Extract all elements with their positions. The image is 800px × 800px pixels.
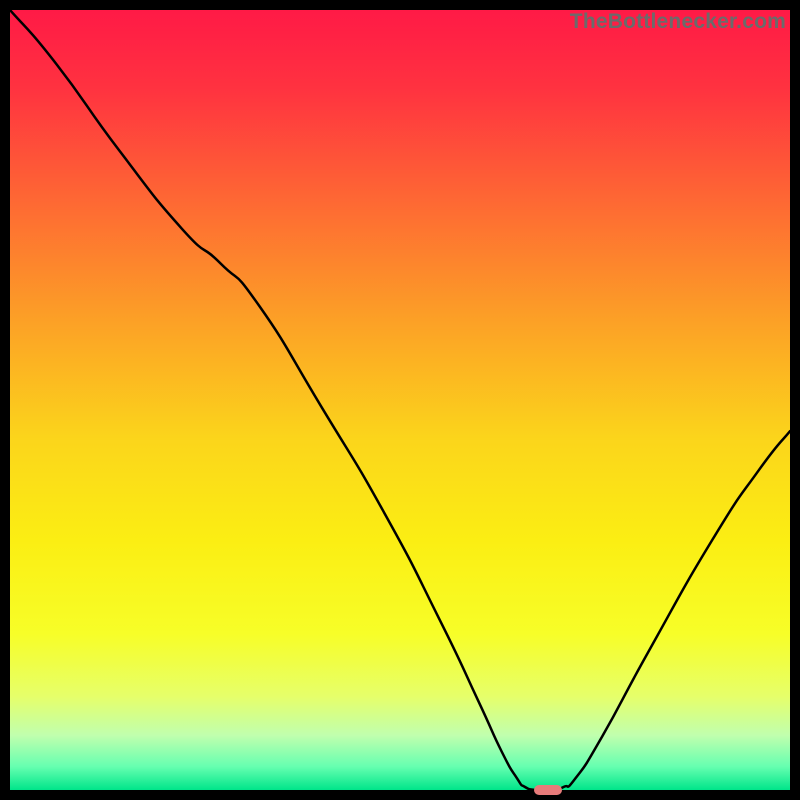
plot-area: TheBottlenecker.com: [10, 10, 790, 790]
optimum-marker: [534, 785, 562, 795]
bottleneck-curve: [10, 10, 790, 790]
chart-container: TheBottlenecker.com: [0, 0, 800, 800]
